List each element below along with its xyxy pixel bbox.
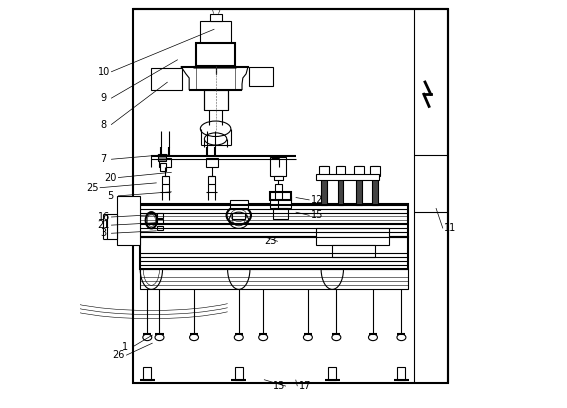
Text: 16: 16 <box>98 212 110 222</box>
Bar <box>206 158 218 167</box>
Text: 20: 20 <box>104 173 117 182</box>
Text: 12: 12 <box>311 195 323 205</box>
Bar <box>319 166 329 176</box>
Bar <box>141 204 408 237</box>
Bar <box>156 220 163 224</box>
Bar <box>372 166 378 205</box>
Bar <box>274 175 283 180</box>
Text: 26: 26 <box>113 350 125 360</box>
Bar <box>316 237 389 246</box>
Bar <box>232 213 246 220</box>
Bar <box>151 68 182 90</box>
Bar <box>270 196 291 208</box>
Bar <box>162 175 169 184</box>
Bar <box>107 214 117 239</box>
Bar <box>397 367 405 381</box>
Text: 9: 9 <box>101 93 107 103</box>
Bar <box>159 158 171 167</box>
Bar <box>196 43 235 66</box>
Bar <box>270 157 286 176</box>
Bar <box>204 90 228 111</box>
Bar <box>143 367 151 381</box>
Bar <box>370 166 380 176</box>
Text: 5: 5 <box>108 191 114 201</box>
Bar <box>230 200 248 208</box>
Bar <box>160 162 166 171</box>
Bar <box>200 21 231 45</box>
Text: 7: 7 <box>101 154 107 164</box>
Bar <box>117 196 141 245</box>
Text: 25: 25 <box>86 183 99 193</box>
Bar <box>356 166 362 205</box>
Bar <box>354 166 363 176</box>
Bar <box>337 166 343 205</box>
Bar <box>332 246 375 257</box>
Text: 8: 8 <box>101 120 107 130</box>
Bar <box>274 184 282 192</box>
Text: 10: 10 <box>98 67 110 77</box>
Bar <box>141 269 408 289</box>
Text: 23: 23 <box>264 236 277 246</box>
Text: 15: 15 <box>311 211 323 220</box>
Text: 1: 1 <box>122 342 128 352</box>
Bar <box>156 213 163 218</box>
Bar <box>273 208 289 220</box>
Bar <box>270 192 291 200</box>
Bar <box>336 166 345 176</box>
Bar <box>328 367 336 381</box>
Bar <box>141 237 408 269</box>
Text: 17: 17 <box>298 381 311 391</box>
Bar <box>208 175 215 184</box>
Bar <box>321 166 327 205</box>
Bar <box>158 154 166 161</box>
Bar <box>210 14 222 21</box>
Bar <box>316 174 379 180</box>
Bar <box>133 9 448 383</box>
Text: 21: 21 <box>98 220 110 230</box>
Bar <box>316 228 389 237</box>
Text: 3: 3 <box>101 228 107 238</box>
Bar <box>235 367 243 381</box>
Text: 11: 11 <box>444 224 456 233</box>
Bar <box>249 67 273 86</box>
Text: 13: 13 <box>273 381 285 391</box>
Bar <box>156 226 163 231</box>
